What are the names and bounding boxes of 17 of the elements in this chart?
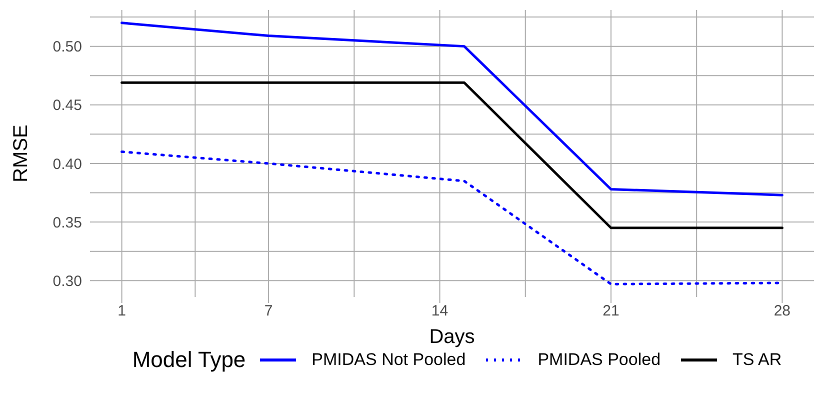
line-series <box>120 22 784 196</box>
x-axis-title: Days <box>429 326 475 348</box>
x-tick-label: 28 <box>774 302 791 320</box>
legend-label: PMIDAS Pooled <box>538 350 661 370</box>
legend-label: TS AR <box>732 350 782 370</box>
y-tick-label: 0.40 <box>52 156 82 173</box>
x-tick-label: 14 <box>431 302 448 320</box>
x-tick-label: 21 <box>602 302 620 320</box>
y-axis-title: RMSE <box>10 124 32 182</box>
y-tick-label: 0.30 <box>52 272 82 290</box>
y-tick-label: 0.50 <box>52 38 82 56</box>
y-tick-label: 0.45 <box>52 97 82 114</box>
x-tick-label: 1 <box>118 302 126 320</box>
legend-label: PMIDAS Not Pooled <box>312 350 466 370</box>
y-tick-label: 0.35 <box>52 214 82 232</box>
x-tick-label: 7 <box>264 302 273 320</box>
legend-title: Model Type <box>132 347 246 373</box>
